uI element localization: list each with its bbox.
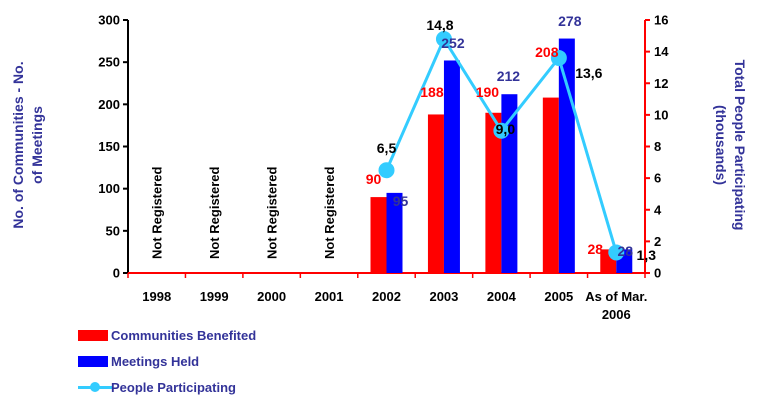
bar-meetings-held: [501, 94, 518, 273]
x-tick-label-line1: As of Mar.: [585, 289, 647, 304]
y-right-tick-label: 8: [654, 139, 661, 154]
not-registered-labels: Not Registered Not Registered Not Register…: [150, 166, 337, 259]
label-meetings-held: 252: [441, 35, 465, 51]
label-communities-benefited: 28: [587, 241, 603, 257]
point-people-participating: [435, 30, 452, 47]
bar-communities-benefited: [370, 197, 387, 273]
point-people-participating: [493, 122, 510, 139]
y-left-tick-label: 250: [98, 55, 120, 70]
y-right-tick-label: 6: [654, 171, 661, 186]
y-left-tick-label: 300: [98, 13, 120, 28]
y-right-tick-label: 4: [654, 202, 662, 217]
y-right-tick-label: 10: [654, 107, 668, 122]
x-tick-label: 1999: [200, 289, 229, 304]
label-communities-benefited: 188: [420, 84, 444, 100]
y-left-tick-label: 0: [113, 266, 120, 281]
legend-swatch-meetings: [78, 356, 108, 367]
y-right-axis-title-line1: Total People Participating: [732, 60, 748, 231]
label-people-participating: 13,6: [575, 65, 602, 81]
y-right-tick-label: 0: [654, 266, 661, 281]
y-right-tick-label: 14: [654, 44, 669, 59]
data-labels: 90 188 190 208 28 95 252 212 278 28 6,5 14,8 9,0 13,6…: [366, 13, 657, 263]
y-left-tick-label: 100: [98, 181, 120, 196]
label-people-participating: 1,3: [637, 247, 657, 263]
y-right-tick-label: 2: [654, 234, 661, 249]
x-tick-label: 2004: [487, 289, 517, 304]
x-tick-label-line2: 2006: [602, 307, 631, 322]
label-people-participating: 6,5: [377, 140, 397, 156]
y-right-axis-title-line2: (thousands): [713, 105, 729, 185]
y-left-tick-label: 150: [98, 139, 120, 154]
axes: 0 50 100 150 200 250 300 0 2 4 6 8 10 12 14 16 1998 1999 2…: [98, 13, 669, 323]
label-meetings-held: 212: [497, 68, 521, 84]
x-tick-label: 2002: [372, 289, 401, 304]
legend-label-communities: Communities Benefited: [111, 328, 257, 343]
label-people-participating: 9,0: [496, 121, 516, 137]
not-registered-label: Not Registered: [207, 166, 222, 259]
label-people-participating: 14,8: [426, 17, 453, 33]
point-people-participating: [378, 162, 395, 179]
legend-label-meetings: Meetings Held: [111, 354, 200, 369]
x-tick-label: 2005: [544, 289, 573, 304]
label-communities-benefited: 190: [476, 84, 500, 100]
legend-marker-people: [90, 382, 100, 392]
not-registered-label: Not Registered: [265, 166, 280, 259]
label-meetings-held: 95: [393, 193, 409, 209]
point-people-participating: [608, 244, 625, 261]
y-right-tick-label: 12: [654, 76, 668, 91]
bars: [370, 38, 633, 274]
y-left-tick-label: 50: [106, 223, 120, 238]
y-left-axis-title-line2: of Meetings: [29, 106, 45, 184]
y-right-tick-label: 16: [654, 13, 668, 28]
bar-communities-benefited: [427, 114, 444, 273]
bar-communities-benefited: [542, 97, 559, 273]
x-tick-label: 2001: [315, 289, 344, 304]
point-people-participating: [550, 49, 567, 66]
x-tick-label: 2000: [257, 289, 286, 304]
y-left-tick-label: 200: [98, 97, 120, 112]
not-registered-label: Not Registered: [322, 166, 337, 259]
bar-meetings-held: [558, 38, 575, 274]
label-meetings-held: 28: [617, 243, 633, 259]
y-left-axis-title-line1: No. of Communities - No.: [10, 61, 26, 228]
bar-meetings-held: [386, 192, 403, 273]
x-tick-label: 2003: [429, 289, 458, 304]
label-communities-benefited: 208: [535, 44, 559, 60]
not-registered-label: Not Registered: [150, 166, 165, 259]
label-communities-benefited: 90: [366, 171, 382, 187]
bar-meetings-held: [443, 60, 460, 274]
label-meetings-held: 278: [558, 13, 582, 29]
bar-communities-benefited: [485, 112, 502, 274]
legend-swatch-communities: [78, 330, 108, 341]
legend-label-people: People Participating: [111, 380, 236, 395]
x-tick-label: 1998: [142, 289, 171, 304]
people-line: [378, 30, 625, 261]
